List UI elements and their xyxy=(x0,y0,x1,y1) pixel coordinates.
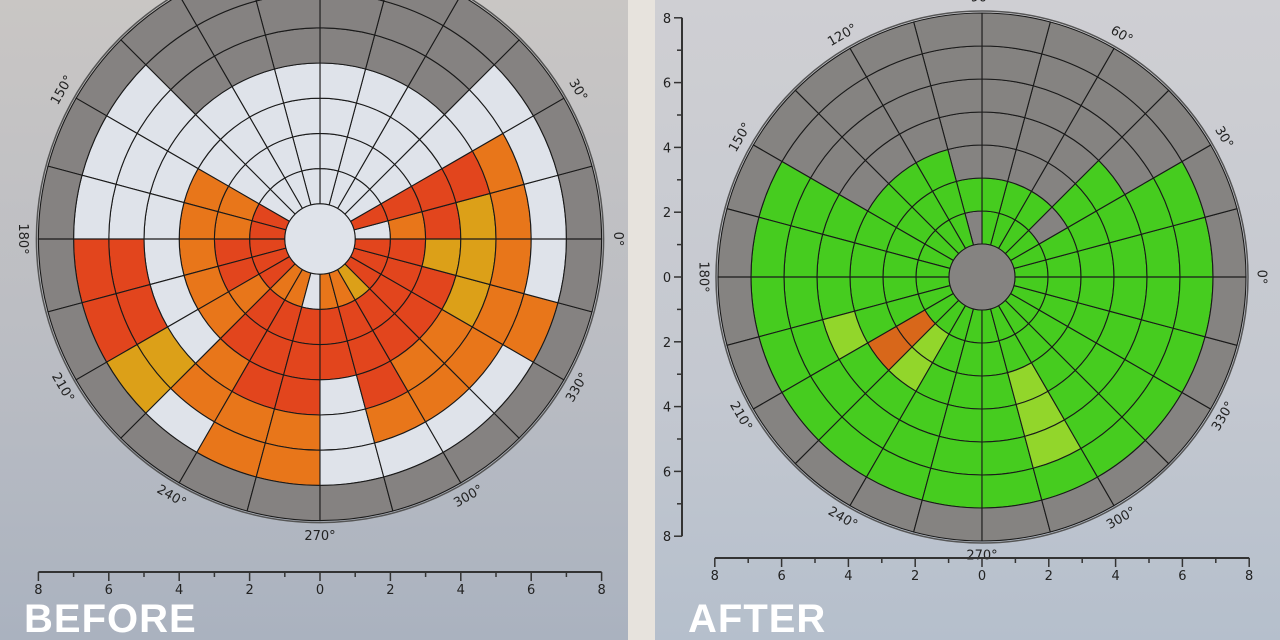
center-hole xyxy=(948,243,1016,311)
x-tick-label: 6 xyxy=(1178,569,1186,584)
angle-label: 0° xyxy=(610,232,625,247)
polar-cell xyxy=(181,0,257,27)
polar-cell xyxy=(264,408,321,451)
x-tick-label: 8 xyxy=(711,569,719,584)
polar-cell xyxy=(319,27,376,70)
angle-label: 330° xyxy=(563,370,592,405)
after-panel: 0°30°60°90°120°150°180°210°240°270°300°3… xyxy=(655,0,1280,640)
y-tick-label: 6 xyxy=(663,77,671,92)
y-tick-label: 4 xyxy=(663,401,671,416)
x-tick-label: 2 xyxy=(911,569,919,584)
x-tick-label: 4 xyxy=(175,583,183,598)
x-tick-label: 8 xyxy=(597,583,605,598)
y-tick-label: 4 xyxy=(663,141,671,156)
polar-cell xyxy=(255,0,263,2)
after-caption: AFTER xyxy=(688,597,827,640)
outer-rim xyxy=(35,0,605,524)
polar-cell xyxy=(489,238,532,295)
angle-label: 270° xyxy=(304,529,335,544)
angle-label: 180° xyxy=(696,261,711,292)
polar-cell xyxy=(783,225,824,278)
angle-label: 180° xyxy=(15,223,30,254)
y-tick-label: 2 xyxy=(663,336,671,351)
polar-cell xyxy=(930,435,983,476)
x-tick-label: 4 xyxy=(457,583,465,598)
center-hole xyxy=(284,203,356,275)
angle-label: 210° xyxy=(48,370,77,405)
angle-label: 30° xyxy=(565,77,590,104)
polar-cell xyxy=(264,27,321,70)
x-tick-label: 8 xyxy=(1245,569,1253,584)
angle-label: 150° xyxy=(48,73,77,108)
x-tick-label: 6 xyxy=(105,583,113,598)
angle-label: 270° xyxy=(966,548,997,563)
x-tick-label: 0 xyxy=(316,583,324,598)
before-panel: 0° 30° 150° 180° 210° 240° 270° 300° 330° 8 6 4 2 0 2 4… xyxy=(0,0,628,640)
angle-label: 240° xyxy=(154,482,189,511)
y-tick-label: 8 xyxy=(663,530,671,545)
x-tick-label: 8 xyxy=(34,583,42,598)
polar-cell xyxy=(319,0,385,36)
x-tick-label: 2 xyxy=(245,583,253,598)
outer-rim xyxy=(715,10,1249,544)
before-caption: BEFORE xyxy=(24,597,197,640)
y-tick-label: 2 xyxy=(663,206,671,221)
after-polar-chart: 0°30°60°90°120°150°180°210°240°270°300°3… xyxy=(663,0,1268,584)
angle-label: 300° xyxy=(451,482,486,511)
angle-label: 90° xyxy=(970,0,993,6)
polar-cell xyxy=(981,435,1034,476)
y-tick-label: 6 xyxy=(663,465,671,480)
polar-cell xyxy=(377,0,385,2)
polar-cell xyxy=(108,238,151,295)
polar-cell xyxy=(489,183,532,240)
y-tick-label: 8 xyxy=(663,12,671,27)
x-tick-label: 2 xyxy=(386,583,394,598)
polar-cell xyxy=(442,0,520,66)
polar-cell xyxy=(383,0,459,27)
x-tick-label: 4 xyxy=(1111,569,1119,584)
angle-label: 0° xyxy=(1253,270,1268,285)
polar-cell xyxy=(783,276,824,329)
x-tick-label: 6 xyxy=(527,583,535,598)
x-tick-label: 2 xyxy=(1045,569,1053,584)
x-tick-label: 6 xyxy=(777,569,785,584)
polar-cell xyxy=(1140,225,1181,278)
polar-cell xyxy=(108,183,151,240)
before-polar-chart: 0° 30° 150° 180° 210° 240° 270° 300° 330° 8 6 4 2 0 2 4… xyxy=(15,0,625,598)
x-tick-label: 0 xyxy=(978,569,986,584)
y-tick-label: 0 xyxy=(663,271,671,286)
x-tick-label: 4 xyxy=(844,569,852,584)
polar-cell xyxy=(981,78,1034,119)
polar-cell xyxy=(1140,276,1181,329)
polar-cell xyxy=(930,78,983,119)
polar-cell xyxy=(319,408,376,451)
